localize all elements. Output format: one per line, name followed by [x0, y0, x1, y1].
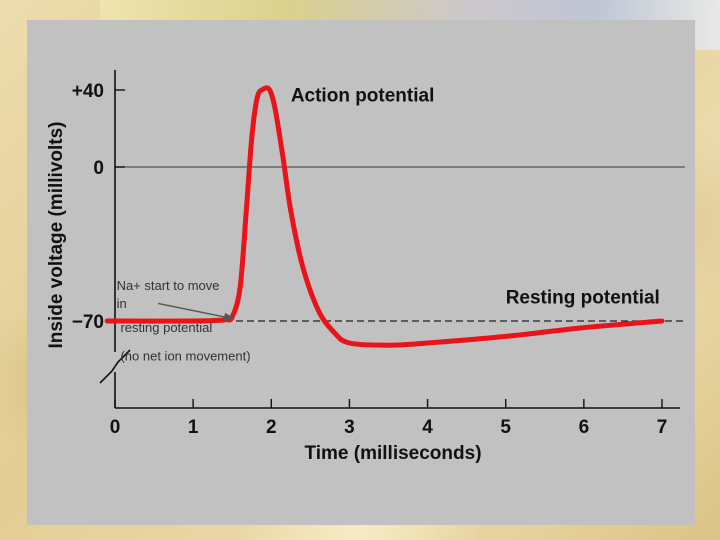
axis-break-mark: [99, 349, 131, 384]
y-ticks: +40 0 −70: [72, 81, 125, 333]
x-tick-label: 0: [110, 417, 121, 438]
action-potential-label: Action potential: [291, 86, 435, 107]
annotation-note: in: [117, 296, 127, 311]
y-axis-title: Inside voltage (millivolts): [46, 122, 67, 349]
voltage-trace-line: [104, 85, 665, 348]
x-tick-label: 3: [344, 417, 355, 438]
annotation-arrow: [157, 302, 236, 321]
x-tick-label: 1: [188, 417, 199, 438]
x-ticks: 0 1 2 3 4 5 6 7: [110, 399, 668, 438]
x-tick-label: 6: [579, 417, 590, 438]
y-tick-label: +40: [72, 81, 104, 102]
annotation-note: Na+ start to move: [117, 278, 220, 293]
x-tick-label: 2: [266, 417, 277, 438]
y-tick-label: 0: [93, 158, 104, 179]
annotation-note: resting potential: [120, 320, 212, 335]
annotations: Action potential Resting potential Na+ sta…: [117, 86, 660, 364]
x-tick-label: 5: [500, 417, 511, 438]
x-tick-label: 4: [422, 417, 433, 438]
y-tick-label: −70: [72, 312, 104, 333]
x-axis-title: Time (milliseconds): [304, 443, 481, 464]
chart-card: [27, 20, 695, 525]
resting-potential-label: Resting potential: [506, 287, 660, 308]
annotation-note: (no net ion movement): [120, 349, 250, 364]
x-tick-label: 7: [657, 417, 668, 438]
series-group: [104, 85, 665, 348]
